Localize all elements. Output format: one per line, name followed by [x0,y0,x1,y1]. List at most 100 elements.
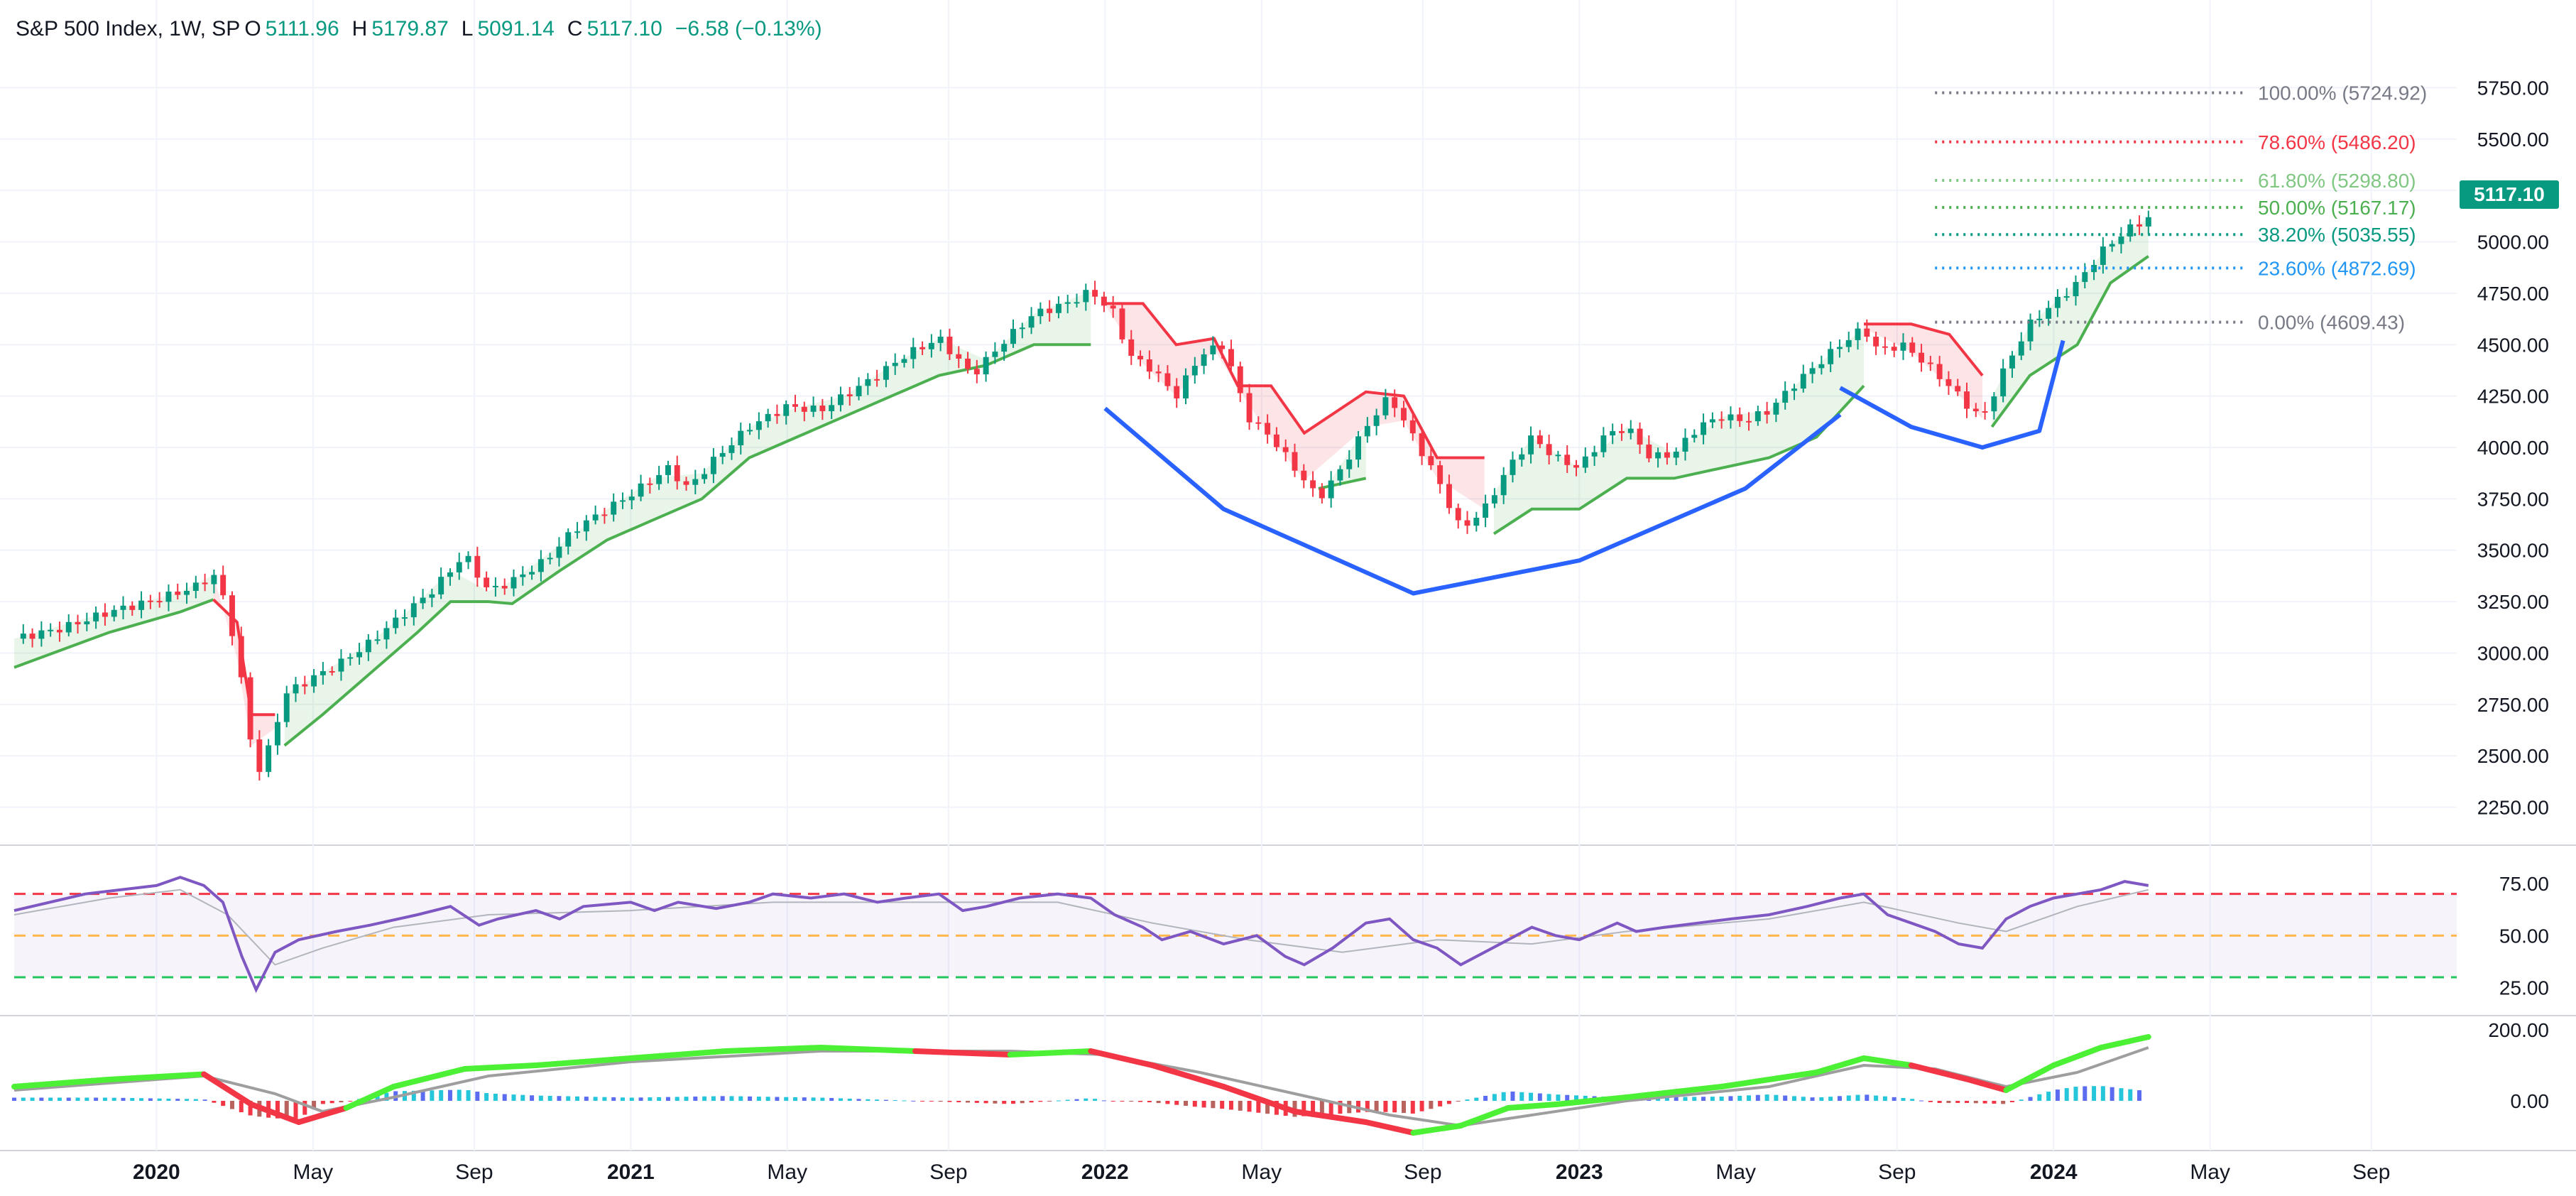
macd-histogram-bar [765,1097,770,1101]
macd-histogram-bar [175,1099,180,1101]
candle-body [1818,364,1825,369]
candle-body [983,357,989,375]
macd-histogram-bar [1910,1099,1915,1101]
candle-body [1183,375,1189,398]
candle-body [919,347,926,349]
candle-body [1174,386,1180,398]
y-tick-label: 3000.00 [2477,642,2549,664]
y-tick-label: 2500.00 [2477,745,2549,767]
macd-histogram-bar [566,1096,571,1101]
candle-body [20,634,26,639]
macd-histogram-bar [157,1098,162,1101]
candle-body [819,406,826,411]
macd-histogram-bar [847,1098,852,1101]
candle-body [1246,393,1252,423]
candle-body [93,612,99,621]
candle-body [1464,520,1470,526]
cup-curve [1103,406,1842,596]
candle-body [601,514,608,516]
macd-histogram-bar [584,1097,589,1101]
macd-histogram-bar [193,1099,198,1101]
candle-body [1419,433,1425,457]
macd-histogram-bar [1819,1097,1824,1101]
candle-body [556,546,562,558]
macd-line [1813,1055,1867,1075]
macd-histogram-bar [329,1101,334,1104]
macd-histogram-bar [711,1096,716,1101]
candle-body [1510,460,1516,475]
price-pane[interactable]: 100.00% (5724.92) 78.60% (5486.20) 61.80% … [13,82,2427,781]
candle-body [1646,444,1652,459]
candle-body [1972,408,1979,412]
candle-body [320,670,326,675]
macd-line [1458,1105,1512,1129]
macd-histogram-bar [320,1101,325,1104]
macd-histogram-bar [1410,1101,1415,1114]
macd-histogram-bar [875,1099,880,1101]
macd-histogram-bar [2110,1087,2114,1101]
macd-histogram-bar [1074,1099,1079,1101]
candle-body [1809,368,1816,374]
y-tick-label: 3750.00 [2477,488,2549,510]
candle-body [2027,319,2034,342]
candle-body [2082,272,2088,283]
macd-histogram-bar [430,1090,435,1101]
rsi-pane[interactable] [13,876,2457,994]
macd-histogram-bar [1810,1097,1815,1101]
candle-body [1119,308,1125,339]
macd-histogram-bar [1973,1101,1978,1104]
candle-body [2100,246,2106,266]
candle-body [1028,316,1035,328]
candle-body [511,577,517,589]
candle-body [402,617,408,619]
supertrend-line [212,598,275,717]
macd-histogram-bar [1038,1101,1043,1102]
candle-body [156,601,163,603]
x-tick-label: Sep [2352,1160,2390,1184]
macd-histogram-bar [1683,1097,1688,1101]
macd-histogram-bar [756,1097,761,1101]
supertrend-line [1105,302,1485,460]
macd-histogram-bar [229,1101,234,1109]
supertrend-fill [1864,324,1983,419]
macd-line [722,1045,824,1054]
candle-body [393,617,399,629]
macd-histogram-bar [1165,1101,1170,1104]
candle-body [965,359,971,369]
macd-histogram-bar [511,1094,516,1101]
candle-body [537,559,544,572]
candle-body [266,745,272,772]
candle-body [1664,452,1670,458]
macd-histogram-bar [557,1096,562,1101]
macd-histogram-bar [384,1092,389,1101]
macd-histogram-bar [248,1101,253,1116]
candle-body [1919,352,1925,363]
candle-body [2109,244,2115,247]
macd-pane[interactable] [11,1034,2151,1136]
macd-histogram-bar [893,1100,897,1102]
macd-line [533,1055,634,1068]
candle-body [329,670,335,673]
candle-body [1083,290,1089,303]
candle-body [1137,355,1144,359]
candle-body [1310,480,1316,489]
candle-body [2000,368,2007,397]
macd-histogram-bar [530,1095,535,1101]
macd-histogram-bar [1419,1101,1424,1111]
macd-histogram-bar [1701,1097,1706,1101]
candle-body [1836,347,1843,349]
candle-body [1537,435,1543,445]
candle-body [1446,484,1452,509]
macd-histogram-bar [1383,1101,1388,1112]
y-tick-label: 2250.00 [2477,797,2549,819]
macd-histogram-bar [21,1097,26,1101]
candle-body [2018,341,2024,356]
candle-body [1001,344,1008,352]
macd-histogram-bar [1474,1097,1479,1101]
candle-body [810,406,817,412]
candle-body [229,595,235,636]
x-tick-label: Sep [1878,1160,1916,1184]
candle-body [456,562,462,572]
candle-body [1273,434,1279,447]
